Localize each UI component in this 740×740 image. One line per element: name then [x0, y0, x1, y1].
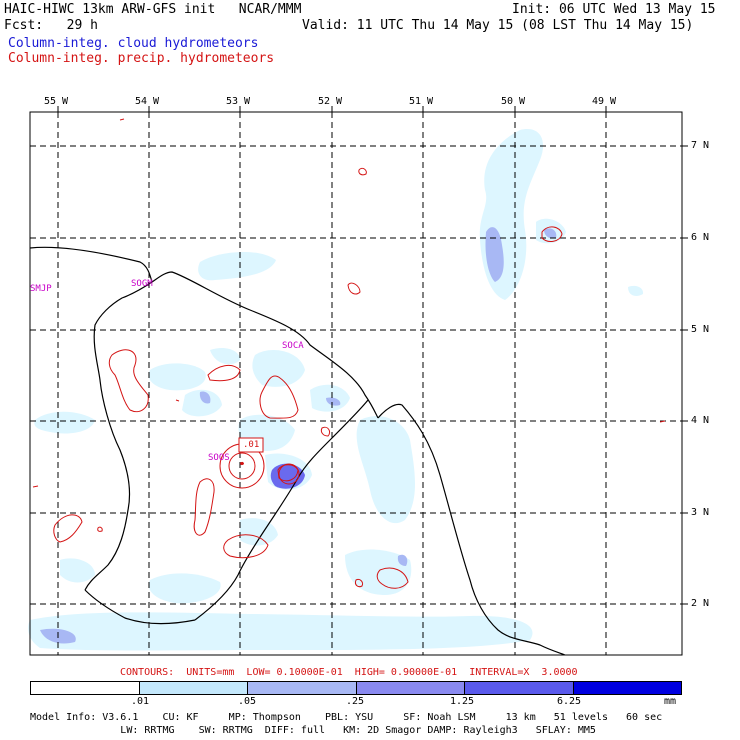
- lat-label-6n: 6 N: [691, 232, 710, 243]
- legend-cloud: Column-integ. cloud hydrometeors: [8, 36, 259, 51]
- colorbar-tick-3: 1.25: [450, 696, 475, 707]
- lon-label-53w: 53 W: [226, 96, 251, 107]
- colorbar-segment-2: [248, 682, 357, 694]
- map-title: HAIC-HIWC 13km ARW-GFS init NCAR/MMM: [4, 2, 302, 17]
- lon-label-50w: 50 W: [501, 96, 526, 107]
- tick-marks: [57, 106, 688, 605]
- colorbar-tick-2: .25: [346, 696, 365, 707]
- lon-label-51w: 51 W: [409, 96, 434, 107]
- station-sogm: SOGM: [131, 279, 153, 289]
- contour-label: .01: [243, 440, 260, 450]
- map-frame: [29, 111, 683, 656]
- colorbar-tick-1: .05: [238, 696, 257, 707]
- valid-time: Valid: 11 UTC Thu 14 May 15 (08 LST Thu …: [302, 18, 694, 33]
- precip-contours: [32, 118, 666, 589]
- colorbar-segment-0: [31, 682, 140, 694]
- station-smjp: SMJP: [30, 284, 52, 294]
- colorbar-segment-3: [356, 682, 465, 694]
- lat-label-2n: 2 N: [691, 598, 710, 609]
- forecast-hour: Fcst: 29 h: [4, 18, 98, 33]
- contour-spot: [240, 461, 244, 466]
- lat-label-7n: 7 N: [691, 140, 710, 151]
- lat-label-5n: 5 N: [691, 324, 710, 335]
- model-info-line2: LW: RRTMG SW: RRTMG DIFF: full KM: 2D Sm…: [30, 725, 596, 736]
- station-soos: SOOS: [208, 453, 230, 463]
- lon-label-54w: 54 W: [135, 96, 160, 107]
- model-info-line1: Model Info: V3.6.1 CU: KF MP: Thompson P…: [30, 712, 663, 723]
- colorbar-segment-5: [573, 682, 681, 694]
- cloud-shading-strong: [270, 463, 305, 489]
- colorbar-tick-4: 6.25: [557, 696, 582, 707]
- lon-label-49w: 49 W: [592, 96, 617, 107]
- lon-label-55w: 55 W: [44, 96, 69, 107]
- colorbar-unit: mm: [664, 696, 677, 707]
- legend-precip: Column-integ. precip. hydrometeors: [8, 51, 275, 66]
- coastline: [29, 246, 566, 656]
- colorbar-tick-0: .01: [131, 696, 150, 707]
- lat-label-3n: 3 N: [691, 507, 710, 518]
- colorbar-segment-4: [465, 682, 574, 694]
- contour-label-box: [238, 437, 264, 453]
- init-time: Init: 06 UTC Wed 13 May 15: [512, 2, 716, 17]
- lat-label-4n: 4 N: [691, 415, 710, 426]
- contours-note: CONTOURS: UNITS=mm LOW= 0.10000E-01 HIGH…: [120, 667, 578, 678]
- cloud-shading-medium: [40, 227, 557, 644]
- lon-label-52w: 52 W: [318, 96, 343, 107]
- colorbar: [30, 681, 682, 695]
- colorbar-segment-1: [139, 682, 248, 694]
- graticule: [30, 112, 682, 655]
- station-soca: SOCA: [282, 341, 304, 351]
